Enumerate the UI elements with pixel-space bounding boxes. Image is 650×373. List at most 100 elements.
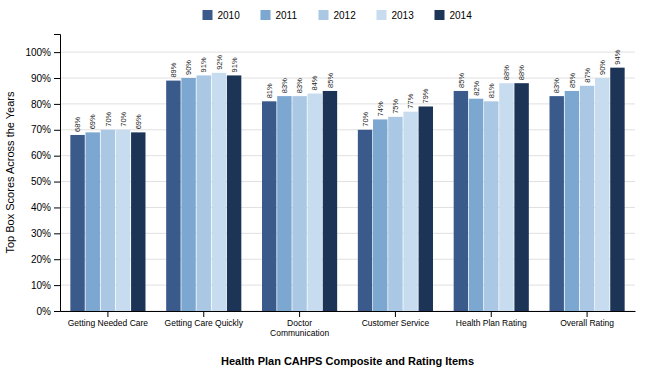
x-tick: Customer Service (362, 311, 430, 328)
bar (131, 132, 145, 311)
y-tick: 80% (31, 99, 60, 110)
bar (166, 81, 180, 311)
y-tick: 10% (31, 280, 60, 291)
bar (181, 78, 195, 311)
data-label: 68% (73, 117, 82, 132)
bar (484, 101, 498, 311)
grid-line (60, 129, 635, 130)
grid-line (60, 181, 635, 182)
bar (70, 135, 84, 311)
x-tick: DoctorCommunication (270, 311, 329, 338)
data-label: 83% (295, 78, 304, 93)
grid-line (60, 311, 635, 312)
legend-swatch (261, 10, 271, 20)
grid-line (60, 52, 635, 53)
x-tick-label: Overall Rating (560, 318, 614, 328)
legend-item: 2011 (261, 10, 298, 21)
bar (550, 96, 564, 311)
y-tick: 60% (31, 150, 60, 161)
x-tick-label-line: Doctor (287, 318, 312, 328)
data-label: 88% (502, 65, 511, 80)
y-axis-title: Top Box Scores Across the Years (4, 91, 16, 254)
x-tick-label-line: Getting Needed Care (68, 318, 149, 328)
legend-swatch (435, 10, 445, 20)
x-tick-mark (395, 311, 396, 317)
data-label: 70% (104, 111, 113, 126)
data-label: 79% (421, 88, 430, 103)
y-tick-label: 70% (31, 124, 51, 135)
data-label: 92% (215, 54, 224, 69)
x-tick-mark (107, 311, 108, 317)
x-tick-label: DoctorCommunication (270, 318, 329, 338)
data-label: 75% (391, 98, 400, 113)
y-axis-line (54, 35, 61, 312)
bar (419, 106, 433, 311)
legend-swatch (319, 10, 329, 20)
y-tick-label: 60% (31, 150, 51, 161)
y-tick: 50% (31, 176, 60, 187)
y-tick-label: 50% (31, 176, 51, 187)
bar (499, 83, 513, 311)
bar (86, 132, 100, 311)
bar (403, 112, 417, 311)
y-tick: 30% (31, 228, 60, 239)
y-tick: 20% (31, 254, 60, 265)
data-label: 90% (598, 60, 607, 75)
y-tick-label: 30% (31, 228, 51, 239)
x-tick-mark (299, 311, 300, 317)
grid-line (60, 78, 635, 79)
x-tick-label-line: Customer Service (362, 318, 430, 328)
data-label: 85% (457, 73, 466, 88)
y-tick: 90% (31, 73, 60, 84)
bar (595, 78, 609, 311)
legend-item: 2012 (319, 10, 357, 21)
bar (116, 130, 130, 311)
x-tick-label-line: Communication (270, 328, 329, 338)
data-label: 83% (552, 78, 561, 93)
x-tick-label-line: Overall Rating (560, 318, 614, 328)
y-tick-mark (54, 311, 60, 312)
x-tick-label-line: Health Plan Rating (456, 318, 527, 328)
y-tick-label: 0% (37, 306, 52, 317)
data-label: 88% (517, 65, 526, 80)
y-tick-mark (54, 104, 60, 105)
legend-item: 2013 (377, 10, 415, 21)
data-label: 85% (568, 73, 577, 88)
legend-label: 2014 (450, 10, 473, 21)
grid-line (60, 155, 635, 156)
legend-label: 2012 (334, 10, 357, 21)
data-label: 91% (199, 57, 208, 72)
y-tick: 0% (37, 306, 60, 317)
data-label: 90% (184, 60, 193, 75)
bar (580, 86, 594, 311)
data-label: 94% (613, 49, 622, 64)
x-tick: Getting Needed Care (68, 311, 149, 328)
bar (292, 96, 306, 311)
y-tick-label: 80% (31, 99, 51, 110)
bar (277, 96, 291, 311)
bar (454, 91, 468, 311)
legend-item: 2014 (435, 10, 473, 21)
plot: 0%10%20%30%40%50%60%70%80%90%100%Getting… (25, 35, 635, 338)
bar (323, 91, 337, 311)
y-tick-mark (54, 207, 60, 208)
y-tick-mark (54, 52, 60, 53)
bar (101, 130, 115, 311)
data-label: 69% (134, 114, 143, 129)
data-label: 87% (583, 67, 592, 82)
grid-line (60, 207, 635, 208)
data-labels: 68%89%81%70%85%83%69%90%83%74%82%85%70%9… (73, 49, 622, 132)
y-tick-mark (54, 130, 60, 131)
y-tick-mark (54, 233, 60, 234)
legend-label: 2011 (276, 10, 298, 21)
y-tick-mark (54, 78, 60, 79)
x-tick-label-line: Getting Care Quickly (165, 318, 244, 328)
x-tick-label: Getting Care Quickly (165, 318, 244, 328)
chart: 0%10%20%30%40%50%60%70%80%90%100%Getting… (0, 0, 650, 373)
data-label: 85% (326, 73, 335, 88)
y-tick-mark (54, 156, 60, 157)
data-label: 84% (310, 75, 319, 90)
chart-container: 0%10%20%30%40%50%60%70%80%90%100%Getting… (0, 0, 650, 373)
bar (262, 101, 276, 311)
x-axis-title: Health Plan CAHPS Composite and Rating I… (221, 355, 474, 367)
